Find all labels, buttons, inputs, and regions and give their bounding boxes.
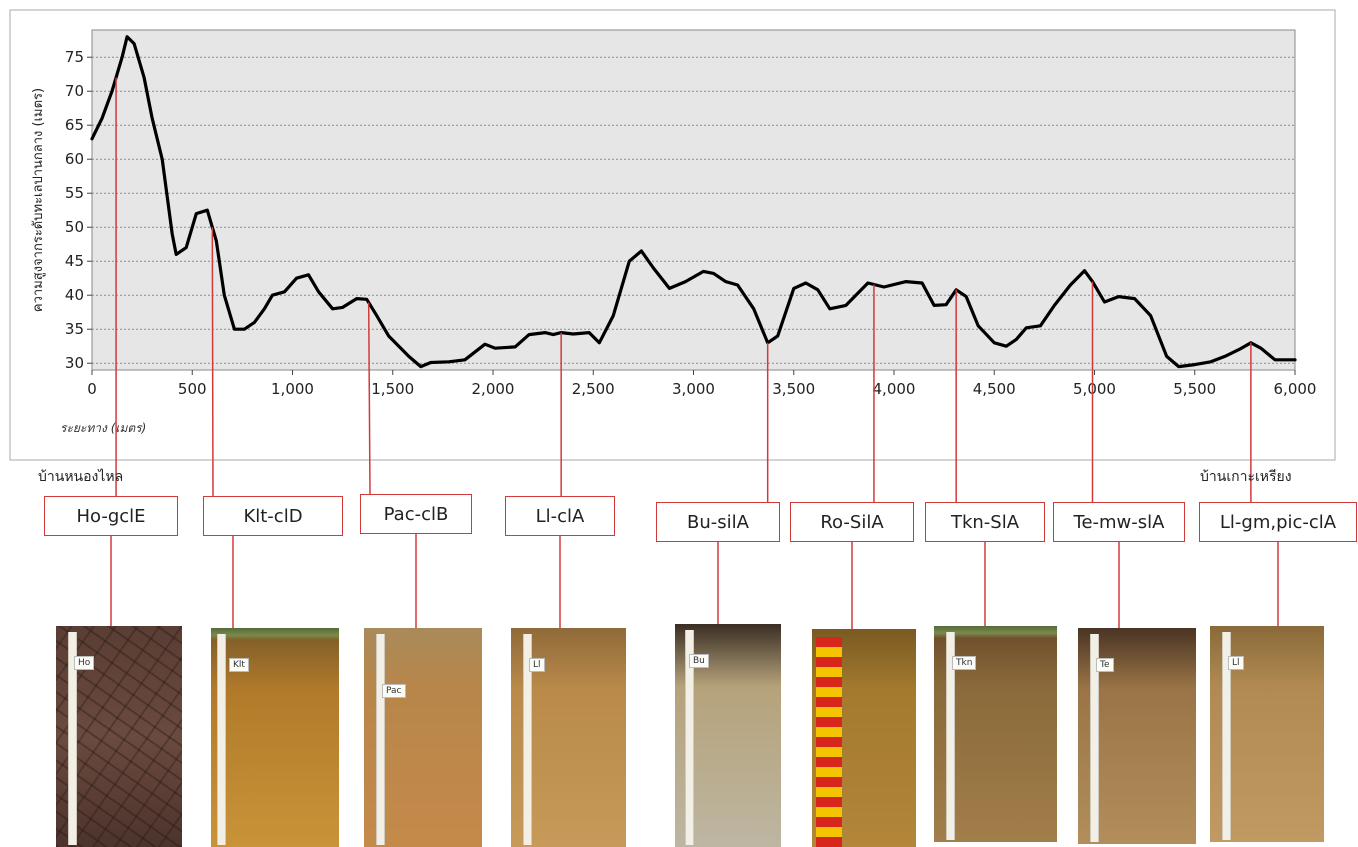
soil-series-label: Ll-clA [505,496,615,536]
profile-tag: Ho [74,656,95,670]
measuring-tape [376,634,385,845]
profile-tag: Pac [382,684,406,698]
soil-profile-photo: Ll [511,628,626,847]
x-tick-label: 500 [178,380,207,398]
x-tick-label: 6,000 [1274,380,1317,398]
x-axis-label: ระยะทาง (เมตร) [60,421,146,435]
y-tick-label: 75 [65,48,84,66]
x-tick-label: 2,500 [572,380,615,398]
measuring-tape [1090,634,1099,842]
measuring-tape [217,634,226,845]
y-tick-label: 70 [65,82,84,100]
soil-series-label: Ro-SilA [790,502,914,542]
profile-tag: Ll [1228,656,1244,670]
soil-profile-photo: Tkn [934,626,1057,842]
soil-series-label: Tkn-SlA [925,502,1045,542]
profile-tag: Te [1096,658,1114,672]
x-tick-label: 5,500 [1173,380,1216,398]
soil-series-label: Klt-clD [203,496,343,536]
soil-series-label: Te-mw-slA [1053,502,1185,542]
soil-series-label: Pac-clB [360,494,472,534]
soil-series-label: Ll-gm,pic-clA [1199,502,1357,542]
grid-lines [92,56,1295,364]
measuring-tape [1222,632,1231,840]
soil-profile-photo: Pac [364,628,482,847]
x-tick-label: 4,000 [873,380,916,398]
y-tick-label: 65 [65,116,84,134]
x-tick-label: 4,500 [973,380,1016,398]
y-tick-label: 35 [65,320,84,338]
soil-series-label: Ho-gclE [44,496,178,536]
elevation-series-line [90,35,1297,369]
y-axis: 30 35 40 45 50 55 60 65 70 75 [65,48,92,372]
soil-profile-photo: Te [1078,628,1196,844]
soil-profile-photo: Ho [56,626,182,847]
profile-tag: Tkn [952,656,977,670]
y-tick-label: 30 [65,354,84,372]
surface-vegetation [211,628,339,640]
measuring-tape [68,632,77,845]
x-tick-label: 5,000 [1073,380,1116,398]
y-tick-label: 60 [65,150,84,168]
soil-series-label: Bu-silA [656,502,780,542]
plot-area [91,29,1296,371]
elevation-chart: 30 35 40 45 50 55 60 65 70 75 0 500 1,000 1,500 2,000… [9,9,1336,461]
measuring-scale [816,637,842,847]
x-tick-label: 3,000 [672,380,715,398]
y-tick-label: 50 [65,218,84,236]
surface-vegetation [934,626,1057,638]
profile-tag: Bu [689,654,709,668]
y-tick-label: 40 [65,286,84,304]
profile-tag: Klt [229,658,249,672]
x-axis: 0 500 1,000 1,500 2,000 2,500 3,000 3,500 4,000 4… [87,370,1316,398]
y-axis-label: ความสูงจากระดับทะเลปานกลาง (เมตร) [31,88,46,312]
measuring-tape [523,634,532,845]
left-village-label: บ้านหนองไหล [38,469,124,485]
measuring-tape [946,632,955,840]
y-tick-label: 45 [65,252,84,270]
x-tick-label: 0 [87,380,97,398]
x-tick-label: 2,000 [472,380,515,398]
measuring-tape [685,630,694,845]
x-tick-label: 1,000 [271,380,314,398]
right-village-label: บ้านเกาะเหรียง [1200,469,1292,485]
profile-tag: Ll [529,658,545,672]
soil-profile-photo [812,629,916,847]
x-tick-label: 1,500 [371,380,414,398]
soil-profile-photo: Klt [211,628,339,847]
x-tick-label: 3,500 [772,380,815,398]
soil-profile-photo: Ll [1210,626,1324,842]
soil-profile-photo: Bu [675,624,781,847]
y-tick-label: 55 [65,184,84,202]
